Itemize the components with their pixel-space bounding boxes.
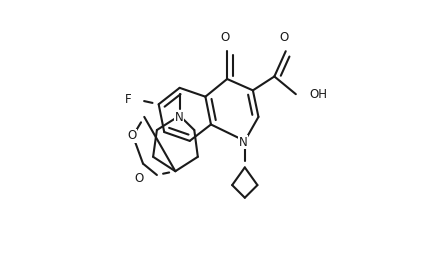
- Text: O: O: [128, 129, 137, 142]
- Text: O: O: [221, 31, 230, 44]
- Text: N: N: [175, 111, 184, 124]
- Text: O: O: [280, 31, 289, 44]
- Text: O: O: [135, 171, 144, 184]
- Text: OH: OH: [310, 88, 328, 101]
- Text: F: F: [125, 93, 131, 106]
- Text: N: N: [238, 136, 247, 149]
